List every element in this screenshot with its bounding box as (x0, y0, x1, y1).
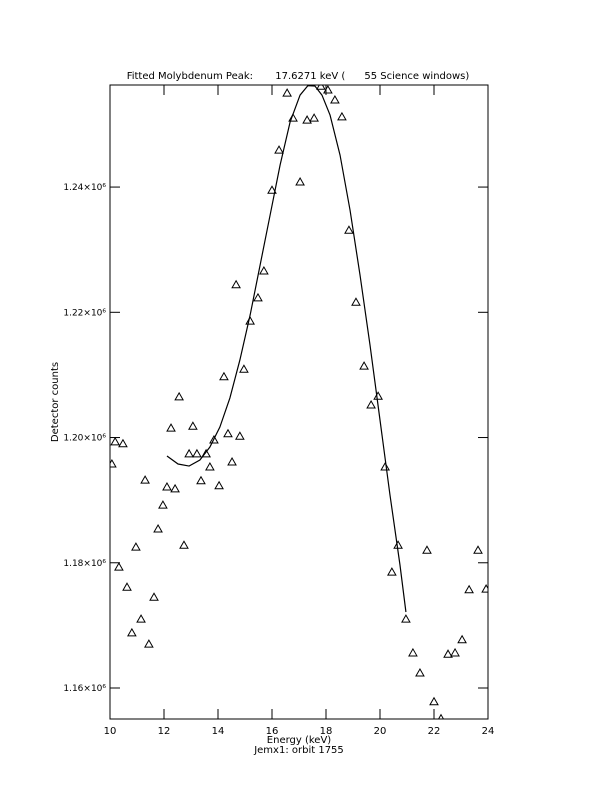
footer-label: Jemx1: orbit 1755 (253, 745, 344, 756)
data-point (295, 177, 305, 186)
data-point (464, 584, 474, 594)
x-tick-label: 18 (320, 726, 333, 737)
data-point (457, 634, 467, 644)
data-point (144, 639, 154, 648)
data-point (408, 647, 418, 657)
data-point (245, 316, 255, 325)
data-point (359, 361, 369, 370)
data-point (373, 391, 383, 400)
data-point (259, 265, 269, 275)
plot-area (110, 85, 488, 719)
data-point (153, 523, 163, 533)
data-point (415, 667, 425, 677)
data-point (184, 448, 194, 458)
data-point (366, 399, 376, 409)
data-point (235, 431, 245, 440)
data-point (201, 448, 211, 458)
data-point (473, 545, 483, 554)
fit-line (166, 85, 407, 613)
data-point (196, 475, 206, 485)
data-point (136, 614, 146, 623)
y-tick-label: 1.18×10⁶ (63, 559, 106, 569)
data-point (166, 423, 176, 432)
data-point (162, 481, 172, 491)
data-point (323, 85, 333, 94)
data-point (422, 545, 432, 554)
data-point (140, 475, 150, 484)
data-point (114, 562, 124, 571)
data-point (192, 448, 202, 458)
x-tick-label: 14 (212, 726, 225, 737)
data-point (274, 145, 284, 154)
x-axis-label: Energy (keV) (267, 735, 332, 746)
data-point (122, 582, 132, 591)
data-point (282, 88, 292, 97)
data-point (223, 428, 233, 438)
data-point (253, 292, 263, 302)
data-point (387, 567, 397, 576)
y-tick-label: 1.24×10⁶ (63, 183, 106, 193)
data-point (337, 111, 347, 121)
data-point (443, 649, 453, 658)
data-point (380, 461, 390, 471)
data-point (174, 391, 184, 401)
data-point (110, 459, 117, 468)
data-point (316, 85, 326, 90)
data-point (205, 461, 215, 471)
x-tick-label: 20 (374, 726, 387, 737)
data-point (429, 696, 439, 706)
data-point (437, 713, 445, 719)
data-point (302, 115, 312, 124)
data-point (209, 435, 219, 444)
data-point (481, 584, 488, 593)
plot-frame (109, 84, 489, 720)
data-point (127, 627, 137, 637)
chart-title: Fitted Molybdenum Peak: 17.6271 keV ( 55… (127, 71, 470, 82)
data-point (227, 456, 237, 466)
x-tick-label: 24 (482, 726, 495, 737)
data-point (219, 371, 229, 381)
data-point (231, 279, 241, 289)
data-point (110, 436, 120, 446)
data-point (288, 113, 298, 122)
data-point (170, 483, 180, 493)
x-tick-label: 10 (104, 726, 117, 737)
y-tick-label: 1.16×10⁶ (63, 684, 106, 694)
x-tick-label: 22 (428, 726, 441, 737)
data-point (214, 480, 224, 490)
y-tick-label: 1.20×10⁶ (63, 434, 106, 444)
x-tick-label: 12 (158, 726, 171, 737)
data-point (330, 95, 340, 104)
data-point (149, 592, 159, 601)
data-point (351, 297, 361, 306)
data-point (158, 500, 168, 509)
x-tick-label: 16 (266, 726, 279, 737)
data-point (267, 185, 277, 194)
data-point (188, 421, 198, 430)
data-point (401, 614, 411, 623)
data-point (179, 540, 189, 549)
y-axis-label: Detector counts (50, 362, 61, 442)
data-point (239, 364, 249, 373)
data-point (450, 647, 460, 657)
data-point (118, 438, 128, 448)
y-tick-label: 1.22×10⁶ (63, 308, 106, 318)
data-point (309, 113, 319, 122)
data-point (131, 542, 141, 551)
data-point (344, 225, 354, 234)
